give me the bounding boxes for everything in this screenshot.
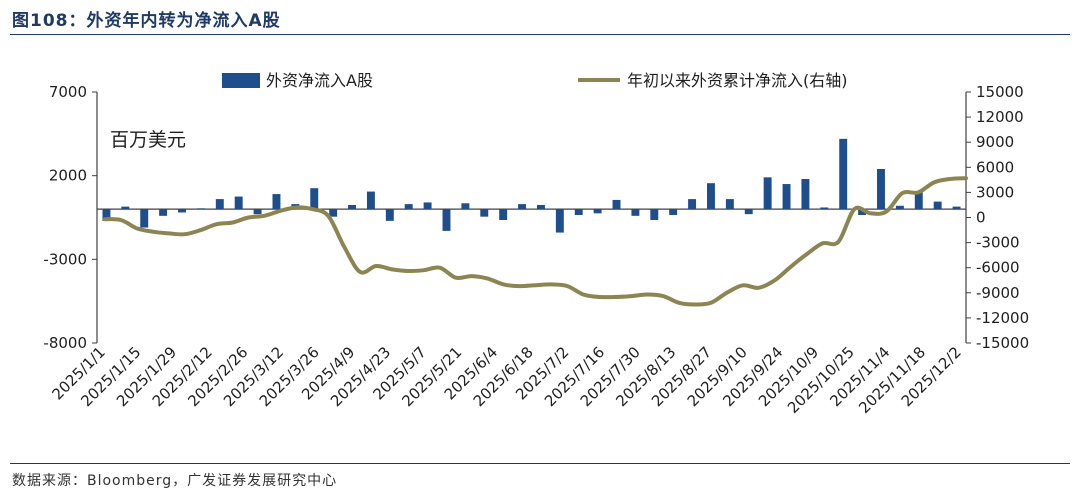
axes-layer <box>92 91 971 344</box>
right-tick-label: 15000 <box>976 83 1024 101</box>
bar <box>423 202 432 210</box>
bar <box>688 199 697 210</box>
left-tick-label: -3000 <box>43 250 87 268</box>
unit-label: 百万美元 <box>110 129 186 151</box>
bar <box>839 138 848 210</box>
bar <box>725 199 734 210</box>
bar <box>631 209 640 216</box>
bars-layer <box>102 138 961 233</box>
bar <box>159 209 168 216</box>
bar <box>366 191 375 210</box>
bar <box>385 209 394 221</box>
bar <box>518 204 527 210</box>
bar <box>234 196 243 210</box>
legend-bar-label: 外资净流入A股 <box>266 71 373 90</box>
bar <box>933 201 942 210</box>
right-tick-label: -12000 <box>976 309 1029 327</box>
left-tick-label: 2000 <box>49 167 87 185</box>
bar <box>952 206 961 210</box>
legend-line-label: 年初以来外资累计净流入(右轴) <box>627 71 848 90</box>
bar <box>707 183 715 210</box>
right-tick-label: 12000 <box>976 108 1024 126</box>
cumulative-flow-line <box>103 176 968 307</box>
bar <box>310 188 319 210</box>
chart: 7000 2000 -3000 -8000 15000 12000 9000 6000 3000… <box>43 71 1029 417</box>
data-source: 数据来源：Bloomberg，广发证券发展研究中心 <box>12 473 338 489</box>
line-layer <box>103 176 968 307</box>
bar <box>329 209 338 217</box>
bar <box>461 203 470 210</box>
bar <box>121 206 130 210</box>
bar <box>820 207 829 210</box>
bar <box>442 209 451 231</box>
bar <box>555 209 564 233</box>
bar <box>215 199 224 210</box>
right-tick-label: 6000 <box>976 158 1014 176</box>
right-tick-label: -9000 <box>976 284 1020 302</box>
bar <box>650 209 659 221</box>
bar <box>140 209 149 228</box>
left-tick-label: 7000 <box>49 83 87 101</box>
labels-layer: 7000 2000 -3000 -8000 15000 12000 9000 6000 3000… <box>43 83 1029 417</box>
bar <box>877 168 885 210</box>
right-tick-label: -6000 <box>976 259 1020 277</box>
header-rule <box>10 34 1070 35</box>
bar <box>102 209 111 221</box>
bar <box>858 209 867 215</box>
bar <box>499 209 508 221</box>
bar <box>782 184 791 210</box>
footer-rule <box>10 463 1070 464</box>
bar <box>763 177 772 210</box>
bar <box>801 179 810 210</box>
right-tick-label: -15000 <box>976 334 1029 352</box>
bar <box>895 205 904 210</box>
bar <box>669 209 678 215</box>
bar <box>272 194 281 210</box>
bar <box>253 209 262 215</box>
bar <box>196 208 205 210</box>
figure-title: 图108：外资年内转为净流入A股 <box>12 11 281 31</box>
bar <box>593 209 602 214</box>
bar <box>536 204 545 210</box>
bar <box>480 209 489 217</box>
left-tick-label: -8000 <box>43 334 87 352</box>
legend: 外资净流入A股 年初以来外资累计净流入(右轴) <box>222 71 848 90</box>
legend-bar-swatch <box>222 73 260 88</box>
bar <box>404 204 413 210</box>
bar <box>178 209 186 213</box>
right-tick-label: -3000 <box>976 234 1020 252</box>
bar <box>914 192 923 210</box>
bar <box>744 209 753 215</box>
right-tick-label: 9000 <box>976 133 1014 151</box>
bar <box>574 209 583 215</box>
right-tick-label: 3000 <box>976 183 1014 201</box>
right-tick-label: 0 <box>976 209 986 227</box>
bar <box>612 199 621 210</box>
bar <box>348 204 356 210</box>
